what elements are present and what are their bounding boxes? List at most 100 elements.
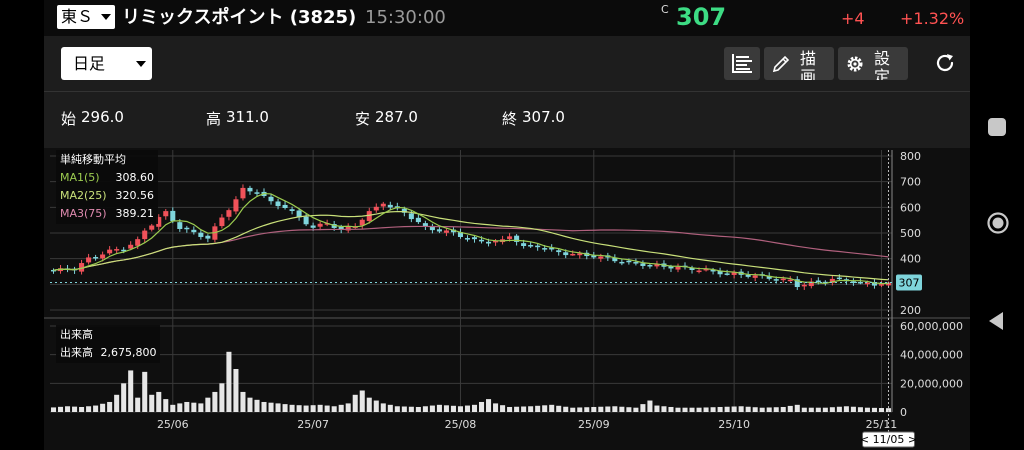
volume-bar: [233, 369, 239, 412]
candle-body: [507, 236, 513, 239]
volume-bar: [107, 401, 113, 412]
date-tick-label: 25/06: [157, 418, 189, 431]
volume-bar: [542, 405, 548, 412]
high-value: 311.0: [226, 108, 269, 126]
volume-bar: [836, 406, 842, 412]
volume-bar: [815, 407, 821, 412]
volume-bar: [521, 406, 527, 412]
price-change: +4: [841, 9, 865, 28]
gear-icon: [847, 56, 863, 72]
recent-apps-icon[interactable]: [987, 117, 1007, 137]
draw-button[interactable]: 描画: [764, 47, 834, 80]
volume-bar: [387, 404, 393, 412]
ma2-label: MA2(25): [60, 189, 107, 202]
date-tick-label: 25/08: [445, 418, 477, 431]
home-icon[interactable]: [987, 212, 1009, 234]
volume-bar: [689, 407, 695, 412]
volume-bar: [745, 406, 751, 412]
volume-bar: [450, 405, 456, 412]
volume-bar: [331, 406, 337, 412]
volume-bar: [493, 403, 499, 412]
candle-body: [808, 281, 814, 287]
volume-legend: 出来高 出来高 2,675,800: [56, 325, 160, 363]
date-tick-label: 25/11: [866, 418, 898, 431]
volume-bar: [212, 391, 218, 412]
price-mark: C: [661, 3, 669, 16]
volume-bar: [822, 407, 828, 412]
candle-body: [373, 206, 379, 211]
candle-body: [829, 278, 835, 283]
volume-bar: [156, 391, 162, 412]
low-value: 287.0: [375, 108, 418, 126]
candle-body: [577, 253, 583, 256]
close-value: 307.0: [522, 108, 565, 126]
back-icon[interactable]: [987, 311, 1005, 331]
settings-button-label: 設定: [874, 49, 891, 81]
candle-body: [191, 229, 197, 233]
volume-bar: [570, 407, 576, 412]
candle-body: [542, 248, 548, 250]
indicator-list-button[interactable]: [724, 47, 760, 80]
volume-bar: [675, 407, 681, 412]
period-select[interactable]: 日足: [61, 47, 152, 80]
volume-bar: [268, 402, 274, 412]
candle-body: [436, 229, 442, 232]
volume-bar: [850, 406, 856, 412]
candle-body: [563, 252, 569, 256]
volume-bar: [535, 405, 541, 412]
volume-bar: [240, 391, 246, 412]
volume-bar: [584, 407, 590, 412]
ma1-line: [53, 192, 889, 285]
date-tick-label: 25/09: [578, 418, 610, 431]
bars-icon: [732, 54, 752, 73]
candle-body: [478, 239, 485, 242]
volume-bar: [184, 401, 190, 412]
stock-chart[interactable]: 80070060050040030020060,000,00040,000,00…: [44, 0, 970, 450]
candle-body: [135, 239, 141, 246]
date-tick-label: 25/10: [718, 418, 750, 431]
refresh-icon[interactable]: [934, 52, 956, 74]
volume-tick-label: 40,000,000: [900, 349, 963, 362]
ma1-label: MA1(5): [60, 171, 100, 184]
volume-bar: [408, 406, 414, 412]
close-label: 終: [502, 110, 518, 128]
candle-body: [93, 257, 99, 259]
draw-button-label: 描画: [800, 49, 817, 81]
ma-legend-title: 単純移動平均: [60, 153, 126, 166]
volume-bar: [429, 405, 435, 412]
pencil-icon: [772, 55, 790, 73]
market-select[interactable]: 東Ｓ: [57, 5, 115, 29]
candle-body: [493, 240, 499, 243]
candle-body: [457, 232, 464, 238]
volume-bar: [79, 406, 85, 412]
candle-body: [345, 226, 351, 231]
cursor-date-label: < 11/05 >: [860, 433, 917, 446]
settings-button[interactable]: 設定: [838, 47, 908, 80]
volume-bar: [205, 397, 211, 412]
candle-body: [773, 279, 779, 281]
candle-body: [142, 230, 148, 240]
volume-bar: [401, 406, 407, 412]
price-change-percent: +1.32%: [900, 9, 965, 28]
ma3-value: 389.21: [115, 207, 155, 220]
candle-body: [303, 216, 309, 225]
volume-bar: [149, 394, 155, 412]
volume-legend-title: 出来高: [60, 328, 93, 341]
candle-body: [521, 243, 527, 247]
candle-body: [836, 277, 842, 280]
volume-bar: [254, 399, 260, 412]
volume-bar: [457, 406, 464, 412]
candle-body: [268, 196, 274, 202]
volume-bar: [443, 405, 449, 412]
volume-bar: [191, 402, 197, 412]
cursor-date-box: [861, 431, 915, 448]
volume-bar: [50, 407, 57, 412]
candle-body: [864, 282, 870, 285]
candle-body: [486, 241, 492, 244]
volume-bar: [591, 406, 597, 412]
volume-bar: [640, 404, 646, 412]
app-window: 東Ｓ リミックスポイント (3825) 15:30:00 C 307 +4 +1…: [44, 0, 970, 450]
volume-bar: [114, 394, 120, 412]
volume-bar: [654, 405, 660, 412]
volume-bar: [86, 406, 92, 412]
